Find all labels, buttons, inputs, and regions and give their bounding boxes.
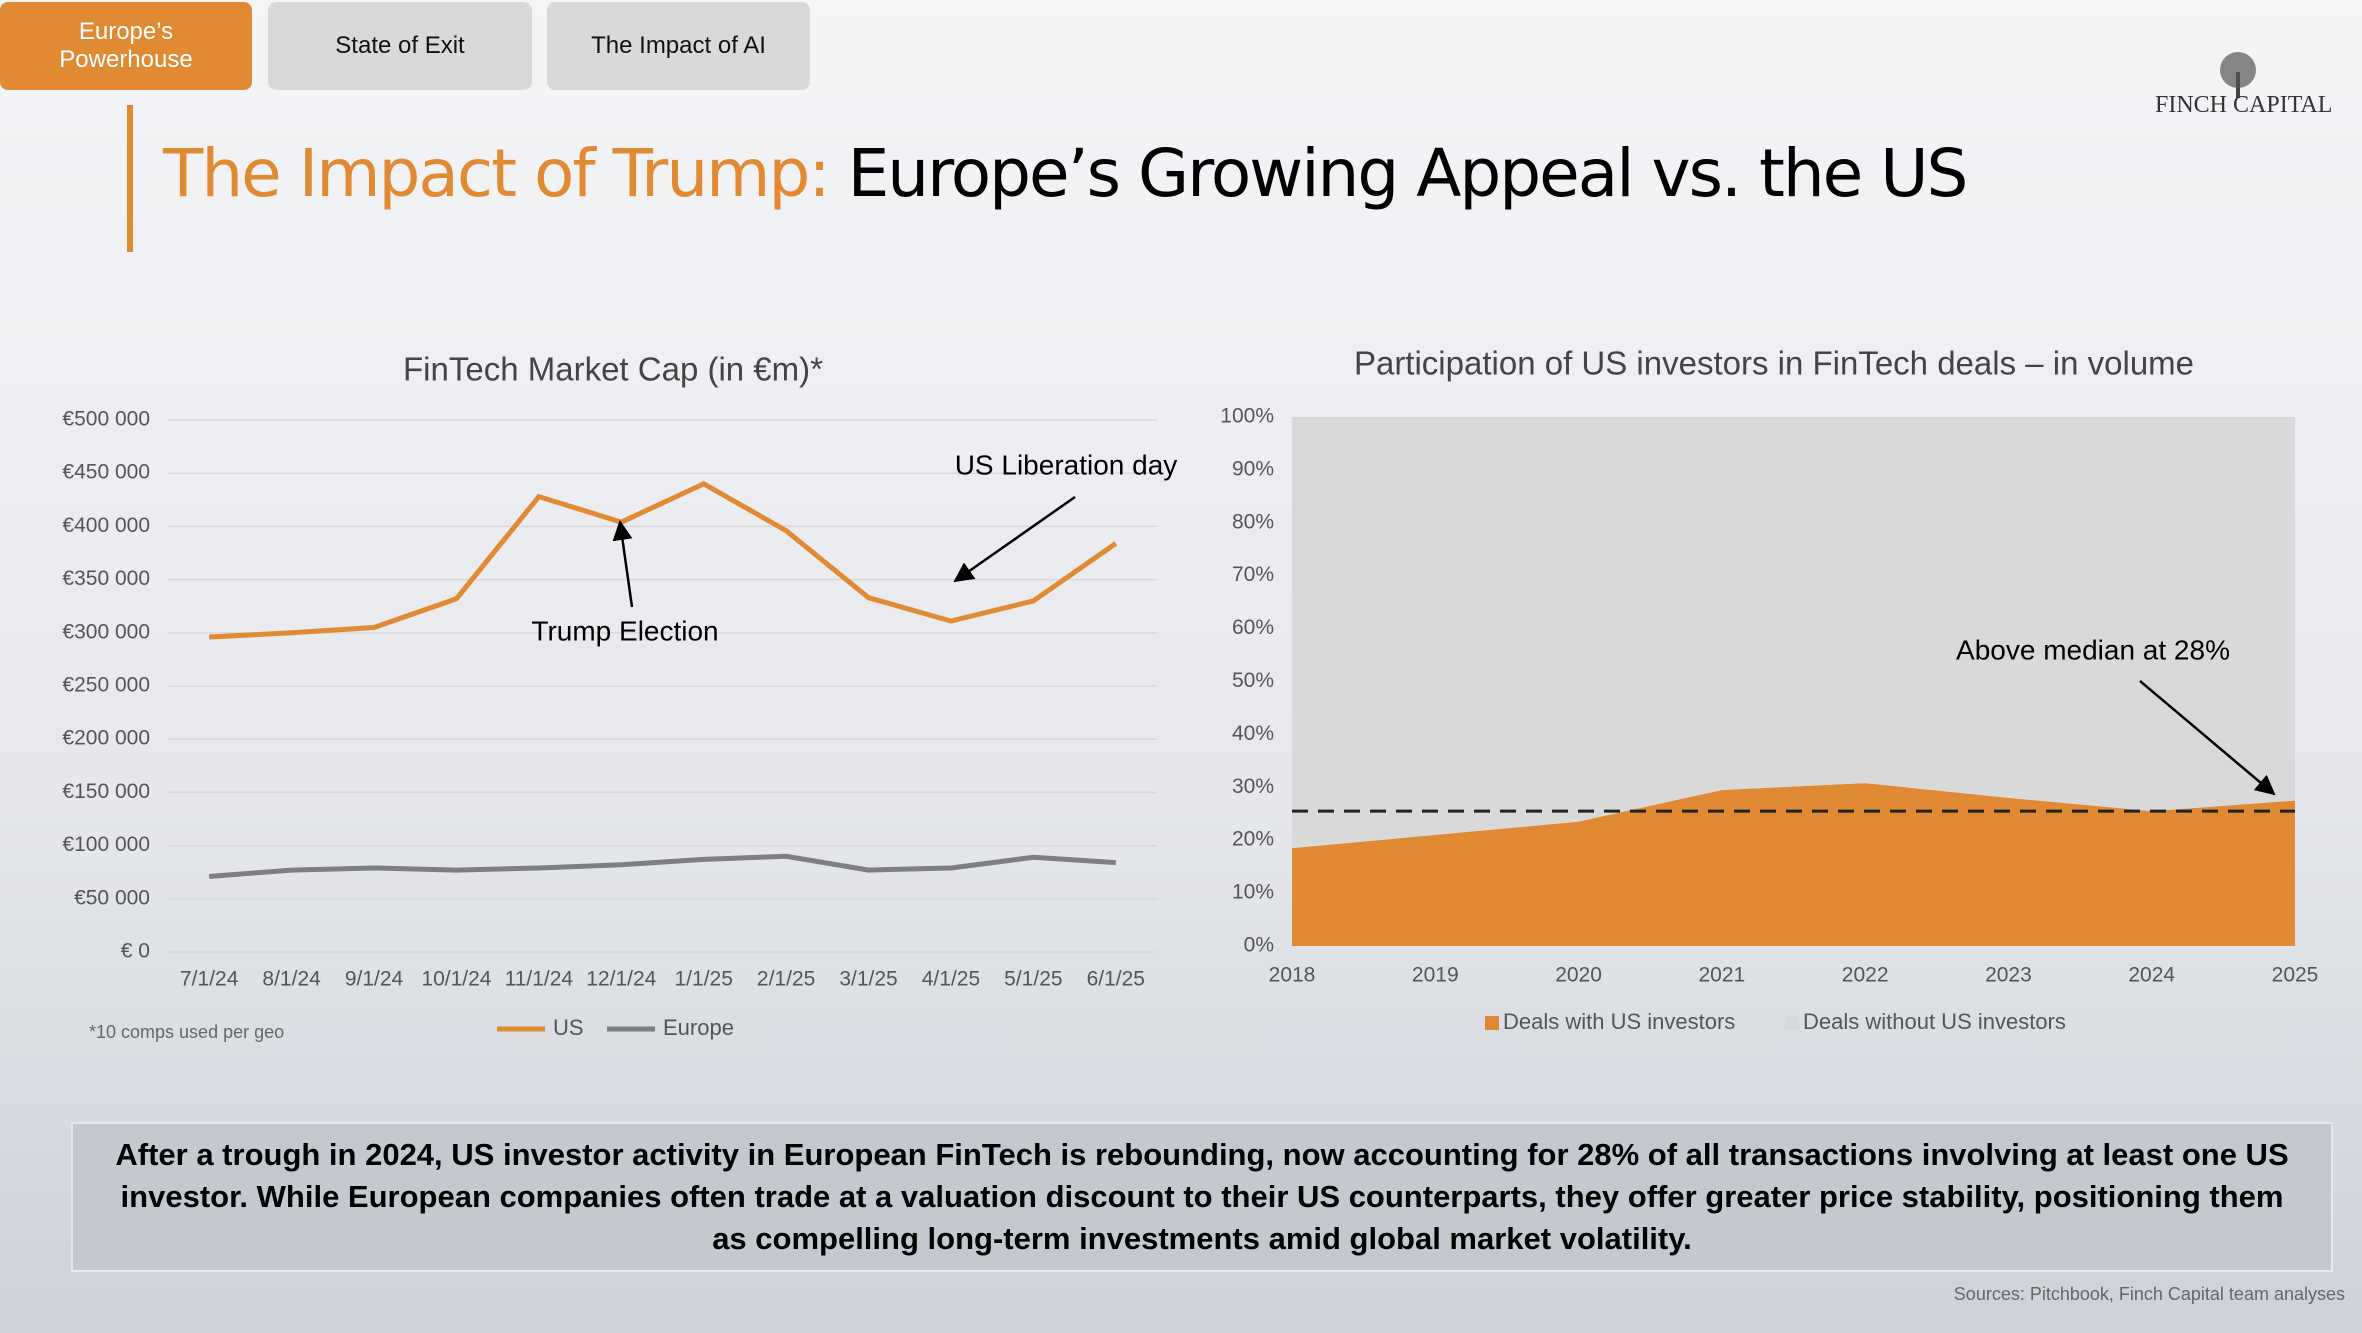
x-tick-label: 6/1/25: [1087, 968, 1145, 991]
chart-title: FinTech Market Cap (in €m)*: [403, 351, 823, 388]
y-tick-label: 90%: [1232, 457, 1274, 480]
x-tick-label: 2025: [2272, 964, 2319, 987]
y-tick-label: 70%: [1232, 563, 1274, 586]
legend-label: Deals without US investors: [1803, 1009, 2066, 1034]
y-tick-label: 100%: [1220, 405, 1274, 428]
annotation-arrow: [612, 520, 634, 608]
y-tick-label: 80%: [1232, 510, 1274, 533]
y-tick-label: €100 000: [62, 833, 150, 856]
x-tick-label: 5/1/25: [1004, 968, 1062, 991]
x-tick-label: 9/1/24: [345, 968, 404, 991]
x-tick-label: 10/1/24: [421, 968, 491, 991]
x-tick-label: 2021: [1698, 964, 1745, 987]
line: [209, 481, 1118, 640]
x-tick-label: 12/1/24: [586, 968, 656, 991]
y-tick-label: 40%: [1232, 722, 1274, 745]
y-tick-label: 60%: [1232, 616, 1274, 639]
y-tick-label: 0%: [1244, 934, 1274, 957]
annotation: US Liberation day: [955, 449, 1178, 480]
legend-swatch: [1785, 1016, 1799, 1030]
y-tick-label: €250 000: [62, 674, 150, 697]
y-tick-label: € 0: [121, 940, 150, 963]
legend-label: Europe: [663, 1015, 734, 1040]
summary: After a trough in 2024, US investor acti…: [71, 1122, 2333, 1272]
legend-label: Deals with US investors: [1503, 1009, 1735, 1034]
y-tick-label: €350 000: [62, 567, 150, 590]
y-tick-label: 20%: [1232, 828, 1274, 851]
x-tick-label: 2024: [2128, 964, 2175, 987]
y-tick-label: €300 000: [62, 620, 150, 643]
line: [209, 853, 1116, 879]
x-tick-label: 3/1/25: [839, 968, 897, 991]
y-tick-label: €50 000: [74, 886, 150, 909]
tab[interactable]: The Impact of AI: [547, 2, 810, 90]
y-tick-label: €200 000: [62, 727, 150, 750]
legend-swatch: [1485, 1016, 1499, 1030]
x-tick-label: 2023: [1985, 964, 2032, 987]
footnote: *10 comps used per geo: [89, 1022, 284, 1042]
y-tick-label: €450 000: [62, 461, 150, 484]
y-tick-label: €500 000: [62, 408, 150, 431]
x-tick-label: 11/1/24: [505, 968, 574, 991]
title: The Impact of Trump: Europe’s Growing Ap…: [163, 135, 1969, 212]
x-tick-label: 2/1/25: [757, 968, 815, 991]
logo: FINCH CAPITAL: [2155, 92, 2333, 118]
tab[interactable]: Europe’s Powerhouse: [0, 2, 252, 90]
logo-icon: [2220, 52, 2256, 98]
x-tick-label: 8/1/24: [262, 968, 321, 991]
tab[interactable]: State of Exit: [268, 2, 532, 90]
title-main: Europe’s Growing Appeal vs. the US: [847, 135, 1969, 212]
x-tick-label: 4/1/25: [922, 968, 980, 991]
annotation: Trump Election: [531, 615, 718, 646]
y-tick-label: €150 000: [62, 780, 150, 803]
x-tick-label: 2018: [1269, 964, 1316, 987]
x-tick-label: 7/1/24: [180, 968, 239, 991]
y-tick-label: 10%: [1232, 881, 1274, 904]
x-tick-label: 2019: [1412, 964, 1459, 987]
annotation: Above median at 28%: [1956, 634, 2230, 665]
x-tick-label: 2022: [1842, 964, 1889, 987]
y-tick-label: €400 000: [62, 514, 150, 537]
annotation-arrow: [953, 495, 1076, 583]
y-tick-label: 30%: [1232, 775, 1274, 798]
y-tick-label: 50%: [1232, 669, 1274, 692]
charts: FinTech Market Cap (in €m)* € 0 €50 000 €10…: [62, 345, 2319, 1042]
area: [1292, 417, 2295, 849]
area: [1292, 783, 2295, 946]
x-tick-label: 2020: [1555, 964, 1602, 987]
sources: Sources: Pitchbook, Finch Capital team a…: [1953, 1284, 2345, 1304]
title-highlight: The Impact of Trump:: [163, 135, 831, 212]
legend-label: US: [553, 1015, 584, 1040]
x-tick-label: 1/1/25: [675, 968, 733, 991]
chart-title: Participation of US investors in FinTech…: [1354, 345, 2194, 382]
annotation-arrow: [2139, 680, 2276, 796]
title-bar: [127, 105, 133, 252]
